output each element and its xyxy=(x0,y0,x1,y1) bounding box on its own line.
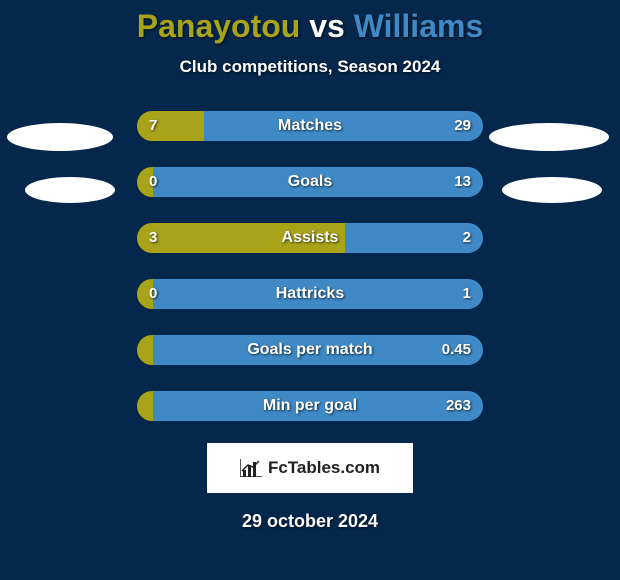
stat-value-right: 2 xyxy=(463,223,471,253)
stat-value-right: 13 xyxy=(454,167,471,197)
stat-label: Goals xyxy=(137,167,483,197)
title-vs: vs xyxy=(309,8,345,44)
brand-badge[interactable]: FcTables.com xyxy=(207,443,413,493)
player-left-name: Panayotou xyxy=(137,8,301,44)
stat-value-right: 0.45 xyxy=(442,335,471,365)
comparison-card: Panayotou vs Williams Club competitions,… xyxy=(0,0,620,580)
stat-row: Goals per match0.45 xyxy=(0,335,620,365)
stat-value-right: 263 xyxy=(446,391,471,421)
stat-label: Goals per match xyxy=(137,335,483,365)
stat-row: Min per goal263 xyxy=(0,391,620,421)
side-ellipse-0 xyxy=(7,123,113,151)
chart-icon xyxy=(240,459,262,477)
player-right-name: Williams xyxy=(354,8,484,44)
side-ellipse-2 xyxy=(489,123,609,151)
subtitle: Club competitions, Season 2024 xyxy=(0,57,620,77)
stat-row: Hattricks0 1 xyxy=(0,279,620,309)
stat-label: Matches xyxy=(137,111,483,141)
stat-label: Min per goal xyxy=(137,391,483,421)
stats-container: Matches729Goals013Assists32Hattricks01Go… xyxy=(0,111,620,421)
stat-value-right: 1 xyxy=(463,279,471,309)
date-text: 29 october 2024 xyxy=(0,511,620,532)
side-ellipse-1 xyxy=(25,177,115,203)
stat-label: Hattricks xyxy=(137,279,483,309)
stat-value-left: 7 xyxy=(149,111,157,141)
page-title: Panayotou vs Williams xyxy=(0,0,620,45)
stat-value-left: 3 xyxy=(149,223,157,253)
stat-row: Assists3 2 xyxy=(0,223,620,253)
side-ellipse-3 xyxy=(502,177,602,203)
stat-label: Assists xyxy=(137,223,483,253)
brand-text: FcTables.com xyxy=(268,458,380,478)
stat-value-left: 0 xyxy=(149,279,157,309)
stat-value-right: 29 xyxy=(454,111,471,141)
stat-value-left: 0 xyxy=(149,167,157,197)
